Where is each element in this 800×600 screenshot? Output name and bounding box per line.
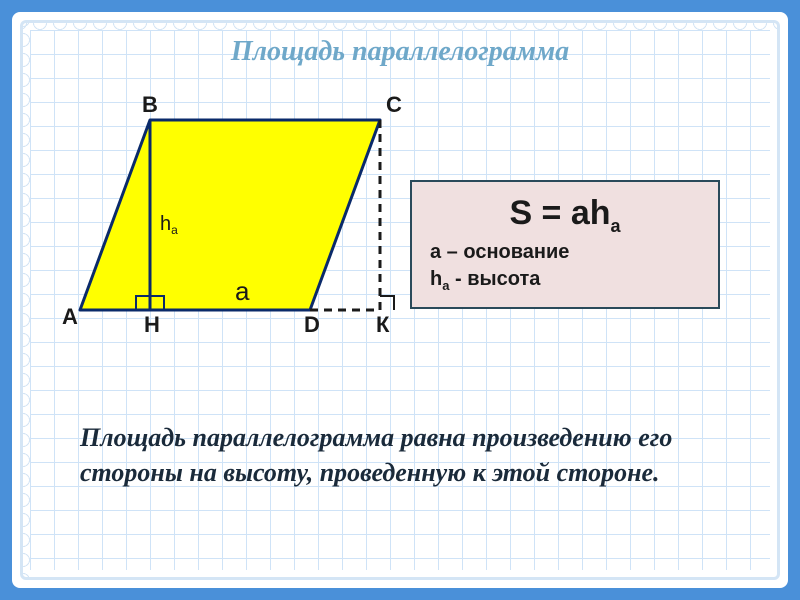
formula-box: S = aha а – основание ha - высота: [410, 180, 720, 309]
parallelogram-diagram: А В С D Н Ка ha: [60, 80, 460, 360]
formula-height-var: ha: [430, 268, 449, 290]
formula-base-desc: – основание: [441, 241, 569, 263]
diagram-svg: А В С D Н Ка ha: [60, 80, 460, 360]
formula-height-line: ha - высота: [430, 268, 700, 293]
svg-text:С: С: [386, 92, 402, 117]
svg-text:К: К: [376, 312, 390, 337]
inner-border: Площадь параллелограмма А В С D Н Ка ha S = ah…: [12, 12, 788, 588]
formula-base-var: а: [430, 241, 441, 263]
svg-text:А: А: [62, 304, 78, 329]
svg-text:D: D: [304, 312, 320, 337]
formula-base-line: а – основание: [430, 241, 700, 264]
content-area: Площадь параллелограмма А В С D Н Ка ha S = ah…: [30, 30, 770, 570]
svg-text:Н: Н: [144, 312, 160, 337]
slide-frame: Площадь параллелограмма А В С D Н Ка ha S = ah…: [0, 0, 800, 600]
theorem-text: Площадь параллелограмма равна произведен…: [80, 420, 720, 490]
formula-height-desc: - высота: [449, 268, 540, 290]
svg-text:а: а: [235, 276, 250, 306]
slide-title: Площадь параллелограмма: [30, 30, 770, 68]
formula-main: S = aha: [430, 194, 700, 237]
formula-text: S = aha: [509, 194, 620, 232]
svg-text:В: В: [142, 92, 158, 117]
